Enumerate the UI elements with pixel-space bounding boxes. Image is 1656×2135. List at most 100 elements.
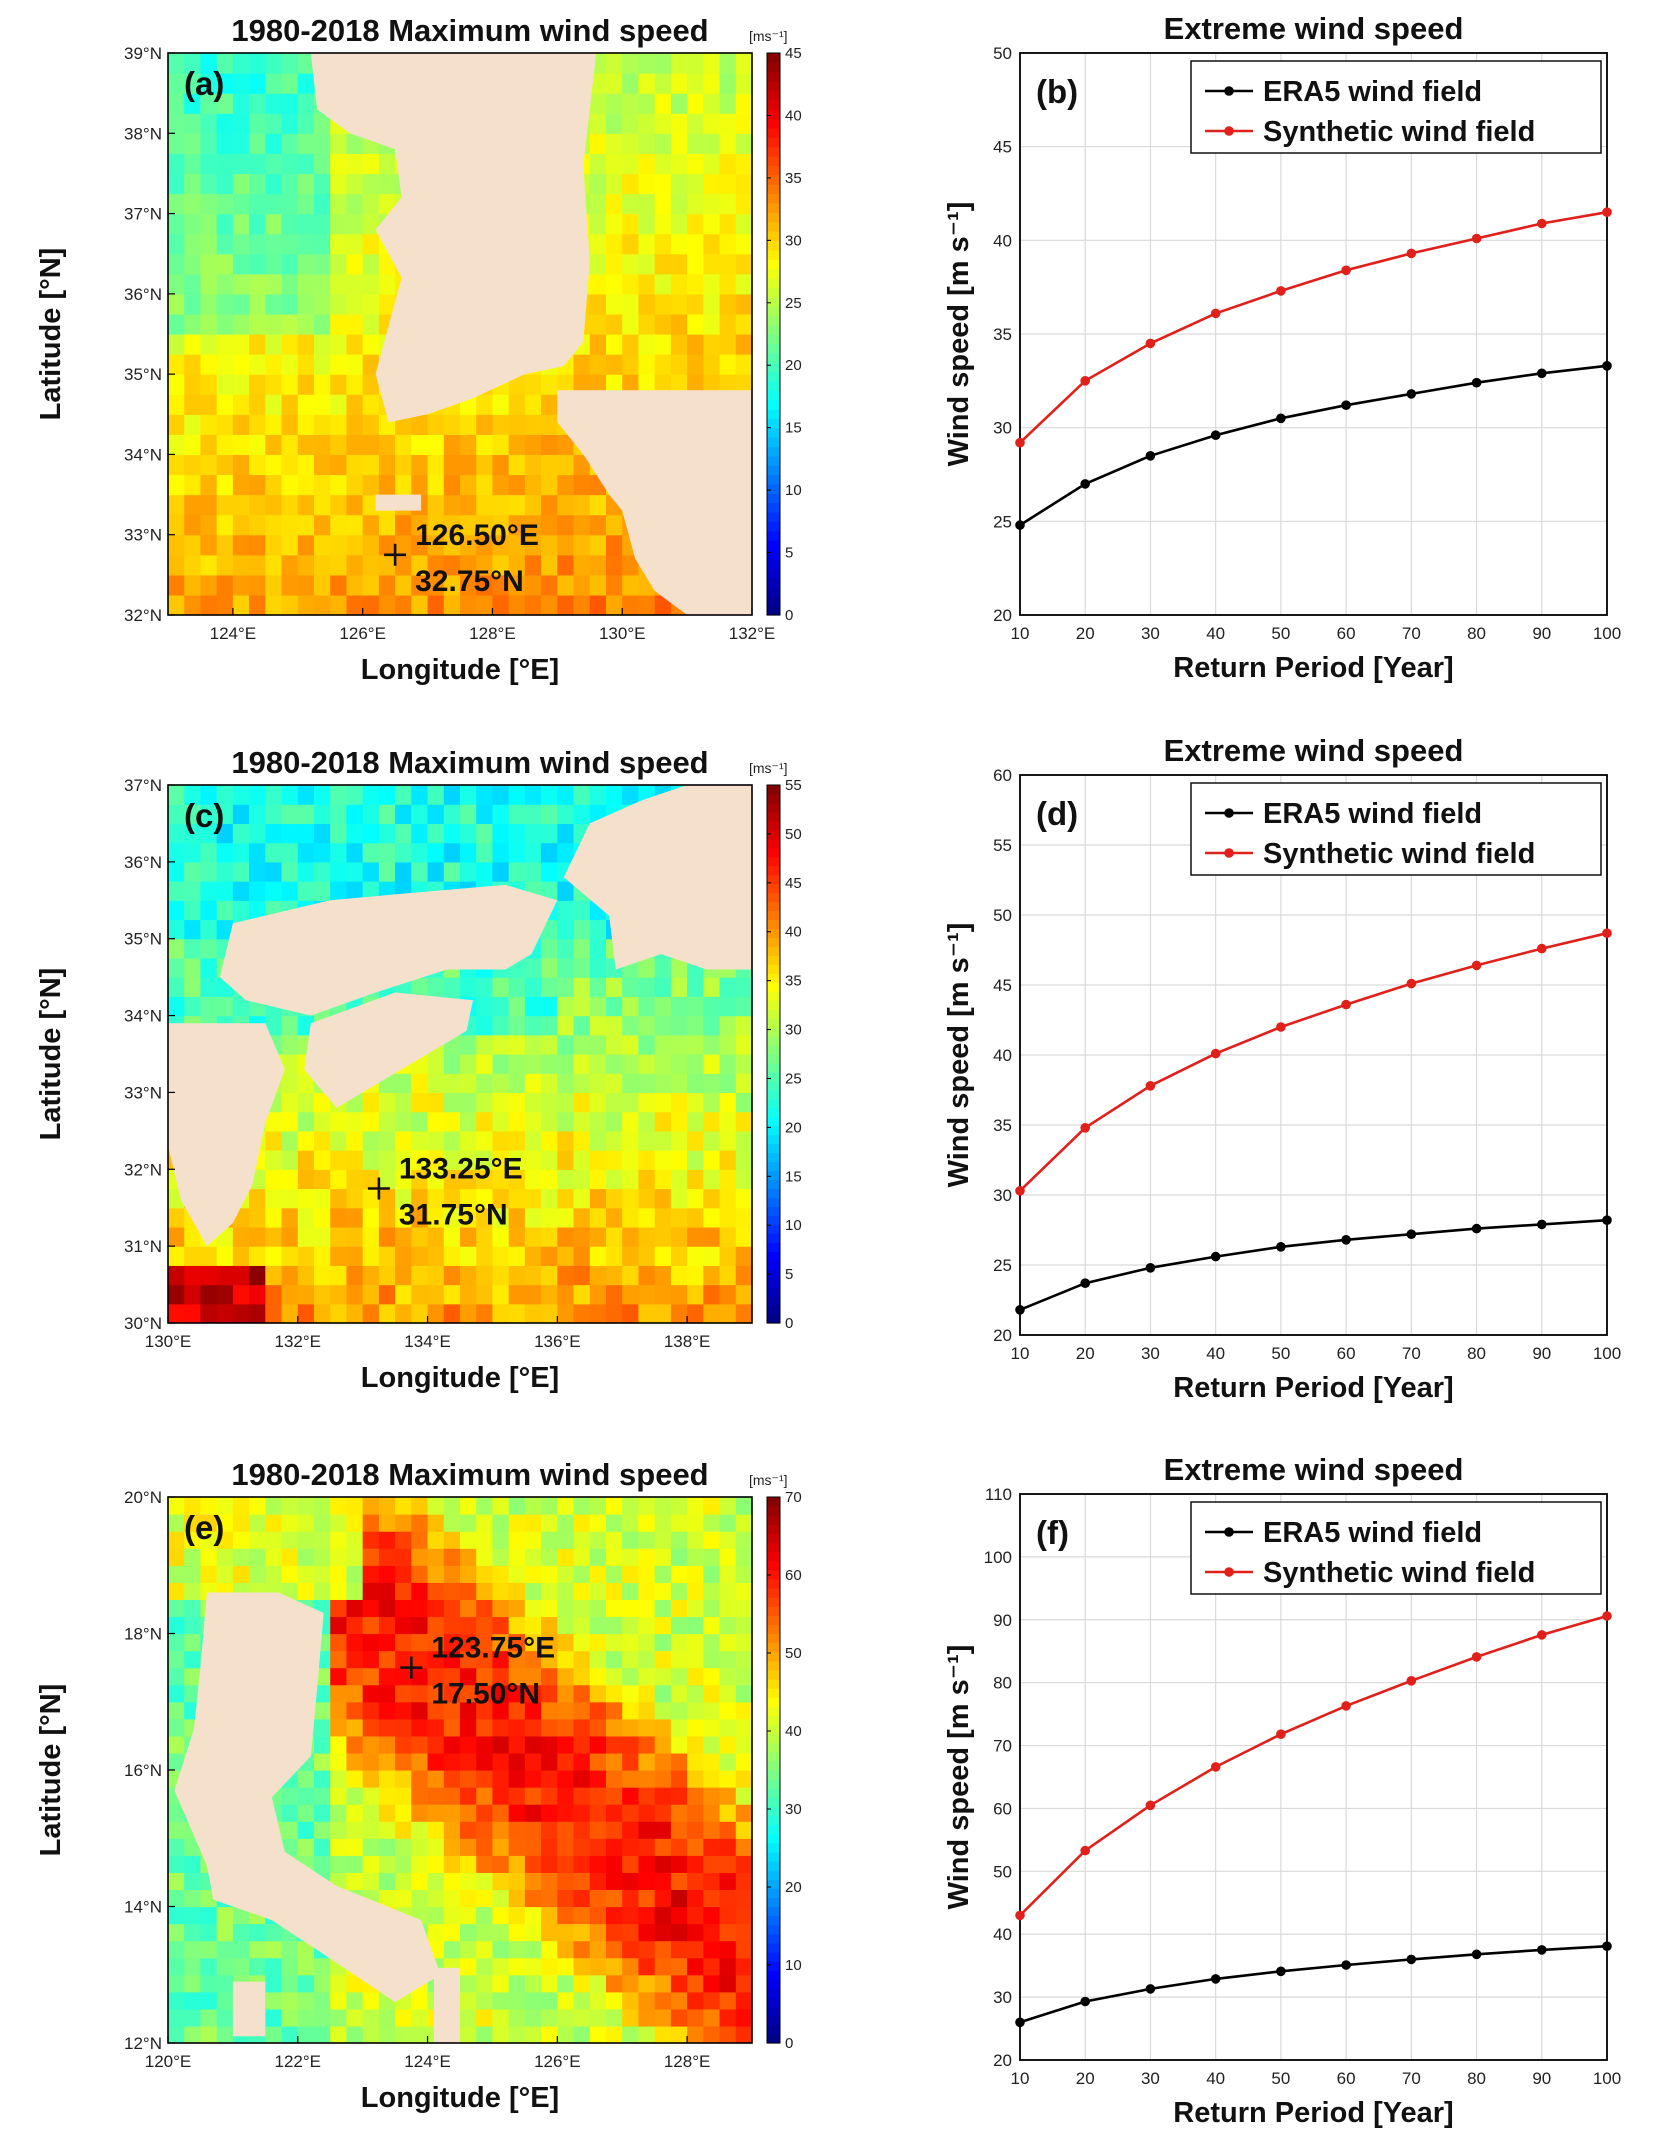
legend-swatch-marker: [1224, 808, 1234, 818]
colorbar-tick-label: 60: [785, 1567, 802, 1584]
y-tick-label: 36°N: [124, 285, 162, 304]
x-tick-label: 10: [1011, 1344, 1030, 1363]
y-tick-label: 33°N: [124, 526, 162, 545]
marker-lat-label: 31.75°N: [399, 1199, 508, 1232]
x-tick-label: 90: [1532, 624, 1551, 643]
line-panel-b: 10 20 30 40 50 60 70 80 90 10020253035404550ERA5 …: [943, 11, 1621, 684]
land-area: [375, 494, 422, 511]
y-tick-label: 55: [993, 836, 1012, 855]
data-point: [1210, 1048, 1221, 1059]
x-tick-label: 10: [1011, 624, 1030, 643]
y-tick-label: 14°N: [124, 1898, 162, 1917]
y-tick-label: 20: [993, 2051, 1012, 2070]
colorbar-frame: [766, 784, 781, 1324]
data-point: [1276, 286, 1286, 296]
data-point: [1471, 377, 1482, 388]
marker-lat-label: 32.75°N: [415, 565, 524, 598]
y-tick-label: 35°N: [124, 365, 162, 384]
data-point: [1015, 1186, 1025, 1196]
legend-label: Synthetic wind field: [1263, 838, 1535, 870]
colorbar-tick-label: 25: [785, 1070, 802, 1087]
chart-title: Extreme wind speed: [1164, 11, 1464, 46]
plot-frame: [1019, 1493, 1608, 2061]
panel-label: (f): [1036, 1514, 1069, 1551]
colorbar-frame: [766, 1496, 781, 2044]
data-point: [1276, 1729, 1286, 1739]
x-tick-label: 132°E: [275, 1332, 322, 1351]
line-panel-d: 10 20 30 40 50 60 70 80 90 100202530354045505560E…: [943, 733, 1621, 1404]
colorbar-tick-label: 10: [785, 482, 802, 499]
legend-label: ERA5 wind field: [1263, 798, 1482, 830]
data-point: [1210, 1251, 1221, 1262]
data-point: [1406, 1676, 1417, 1686]
series-era5: [1015, 361, 1612, 530]
colorbar-tick-label: 0: [785, 1315, 793, 1332]
colorbar-tick-label: 15: [785, 420, 802, 437]
data-point: [1406, 389, 1417, 399]
land-area: [168, 1023, 285, 1247]
x-tick-label: 30: [1141, 624, 1160, 643]
panel-label: (c): [184, 797, 224, 834]
y-tick-label: 20: [993, 1326, 1012, 1345]
map-panel-a: 124°E 126°E 128°E 130°E 132°E 32°N 33°N 34°N 35°…: [35, 13, 802, 686]
legend-swatch-marker: [1224, 1567, 1234, 1577]
colorbar-tick-label: 25: [785, 295, 802, 312]
colorbar-tick-label: 10: [785, 1957, 802, 1974]
x-tick-label: 60: [1337, 624, 1356, 643]
x-tick-label: 122°E: [275, 2052, 322, 2071]
y-tick-label: 45: [993, 976, 1012, 995]
colorbar-tick-label: 35: [785, 170, 802, 187]
map-frame: [167, 52, 753, 616]
marker-lon-label: 133.25°E: [399, 1153, 523, 1186]
colorbar-tick-label: 20: [785, 1119, 802, 1136]
map-frame: [167, 784, 753, 1324]
marker-lat-label: 17.50°N: [431, 1678, 540, 1711]
y-axis-label: Latitude [°N]: [35, 968, 67, 1141]
data-point: [1341, 999, 1351, 1010]
legend-label: Synthetic wind field: [1263, 1557, 1535, 1589]
y-tick-label: 31°N: [124, 1237, 162, 1256]
y-tick-label: 32°N: [124, 606, 162, 625]
data-point: [1080, 1845, 1090, 1856]
data-point: [1537, 1945, 1547, 1955]
y-tick-label: 32°N: [124, 1160, 162, 1179]
series-era5: [1015, 1941, 1612, 2028]
y-tick-label: 110: [985, 1485, 1012, 1504]
y-tick-label: 39°N: [124, 44, 162, 63]
heatmap-cells: [168, 785, 752, 1323]
colorbar-tick-label: 40: [785, 1723, 802, 1740]
chart-title: Extreme wind speed: [1164, 1452, 1464, 1487]
colorbar-tick-label: 50: [785, 826, 802, 843]
x-tick-label: 130°E: [599, 624, 646, 643]
x-tick-label: 100: [1593, 2069, 1621, 2088]
land-mask: [168, 785, 752, 1247]
land-area: [557, 390, 752, 615]
data-point: [1406, 1229, 1417, 1239]
data-point: [1537, 368, 1547, 379]
x-tick-label: 20: [1076, 624, 1095, 643]
legend-label: ERA5 wind field: [1263, 1517, 1482, 1549]
x-tick-label: 126°E: [339, 624, 386, 643]
data-point: [1537, 943, 1547, 954]
data-point: [1471, 1223, 1482, 1234]
colorbar-tick-label: 20: [785, 1879, 802, 1896]
land-area: [304, 992, 473, 1108]
data-point: [1145, 1081, 1156, 1091]
colorbar: 0 10 20 30 40 50 60 70: [766, 1489, 802, 2052]
colorbar-tick-label: 70: [785, 1489, 802, 1506]
y-tick-label: 80: [993, 1674, 1012, 1693]
series-synthetic: [1015, 207, 1612, 448]
data-point: [1015, 520, 1025, 530]
data-point: [1471, 960, 1482, 971]
x-tick-label: 60: [1337, 1344, 1356, 1363]
y-tick-label: 50: [993, 44, 1012, 63]
data-point: [1471, 1652, 1482, 1662]
y-tick-label: 38°N: [124, 124, 162, 143]
y-tick-label: 20°N: [124, 1488, 162, 1507]
y-axis-label: Wind speed [m s⁻¹]: [943, 1645, 975, 1910]
data-point: [1406, 248, 1417, 259]
data-point: [1015, 437, 1025, 448]
y-tick-label: 25: [993, 512, 1012, 531]
x-tick-label: 126°E: [534, 2052, 581, 2071]
